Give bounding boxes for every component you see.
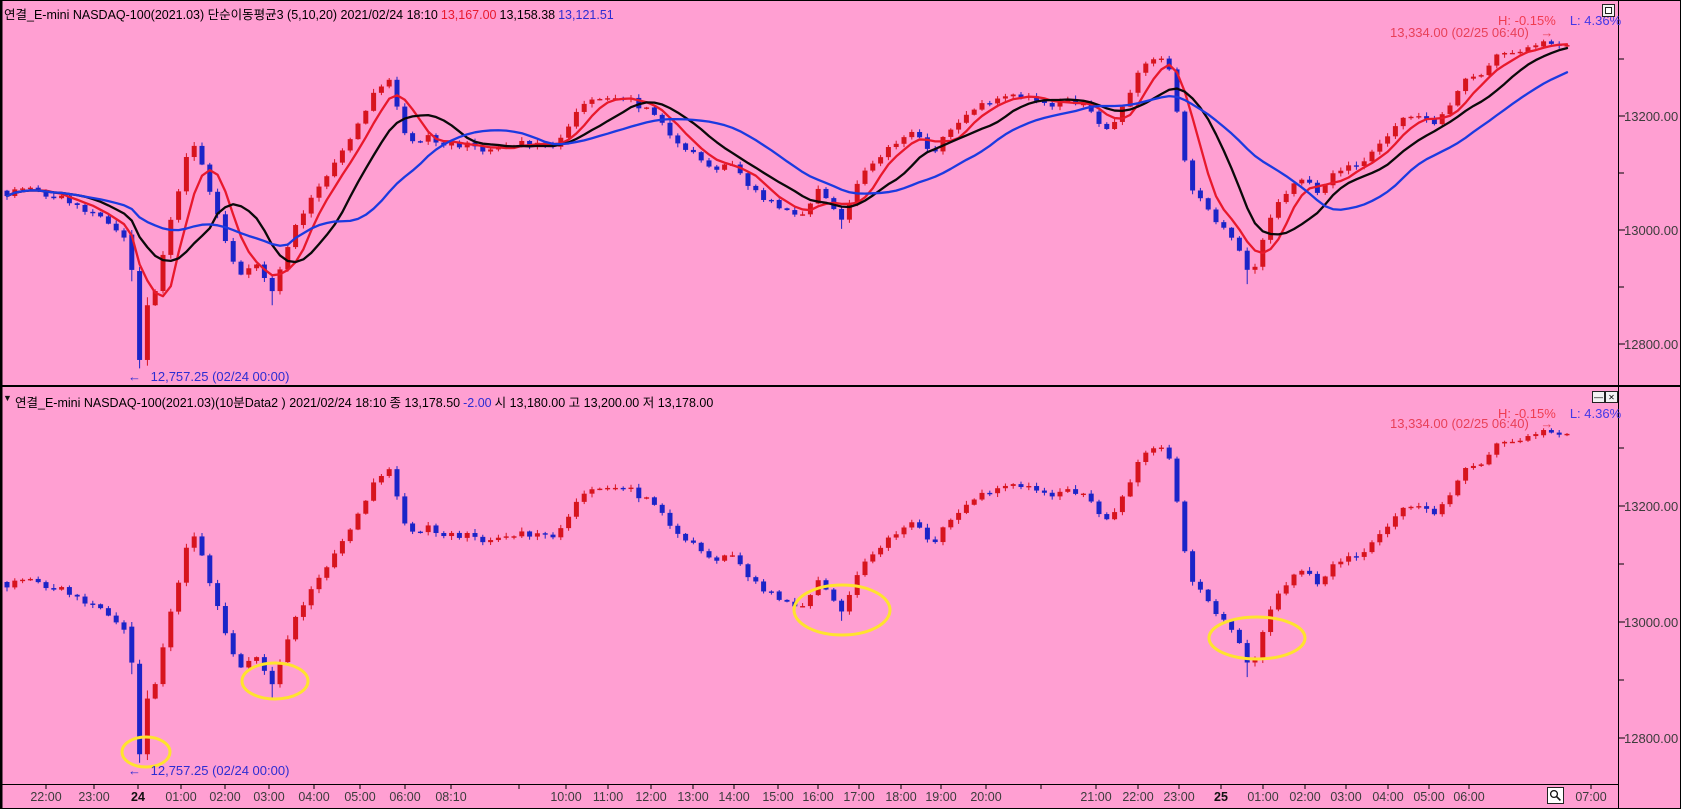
low-price-text: 12,757.25 (02/24 00:00) bbox=[150, 369, 290, 384]
time-tick-label: 06:00 bbox=[1453, 790, 1485, 804]
price-tick-label: 13200.00 bbox=[1624, 499, 1679, 514]
time-tick-label: 01:00 bbox=[1247, 790, 1279, 804]
low-percent-label: L: 4.36% bbox=[1569, 406, 1622, 421]
time-tick-label: 05:00 bbox=[344, 790, 376, 804]
time-tick-label: 14:00 bbox=[718, 790, 750, 804]
time-tick-label: 13:00 bbox=[677, 790, 709, 804]
high-percent-label: H: -0.15% bbox=[1498, 406, 1556, 421]
title-segment: -2.00 bbox=[463, 396, 492, 410]
ma10-line bbox=[5, 46, 1569, 264]
magnifier-icon bbox=[1549, 789, 1561, 801]
time-tick-day-label: 24 bbox=[131, 790, 145, 804]
highlight-ellipse bbox=[120, 735, 172, 769]
price-tick-label: 13200.00 bbox=[1624, 109, 1679, 124]
time-tick-label: 20:00 bbox=[970, 790, 1002, 804]
restore-icon bbox=[1605, 7, 1612, 14]
arrow-right-icon: → bbox=[1540, 416, 1554, 431]
high-price-annotation: 13,334.00 (02/25 06:40) → bbox=[1390, 25, 1553, 40]
close-panel-button[interactable]: ✕ bbox=[1605, 391, 1618, 403]
time-tick-label: 11:00 bbox=[592, 790, 624, 804]
high-percent-label: H: -0.15% bbox=[1498, 13, 1556, 28]
time-tick-label: 08:10 bbox=[435, 790, 467, 804]
bottom-panel-title: 연결_E-mini NASDAQ-100(2021.03)(10분Data2 )… bbox=[15, 392, 716, 411]
time-tick-label: 06:00 bbox=[389, 790, 421, 804]
bottom-panel-hl: H: -0.15% L: 4.36% bbox=[1498, 406, 1621, 421]
highlight-ellipse bbox=[240, 661, 310, 701]
title-segment: 연결_E-mini NASDAQ-100(2021.03) 단순이동평균3 (5… bbox=[4, 8, 438, 22]
low-price-annotation: ← 12,757.25 (02/24 00:00) bbox=[128, 369, 289, 384]
time-tick-label: 02:00 bbox=[1289, 790, 1321, 804]
time-tick-label: 16:00 bbox=[802, 790, 834, 804]
price-tick-label: 13000.00 bbox=[1624, 615, 1679, 630]
time-tick-label: 19:00 bbox=[925, 790, 957, 804]
arrow-left-icon: ← bbox=[128, 763, 141, 778]
panel-divider bbox=[1, 385, 1680, 387]
price-tick-label: 12800.00 bbox=[1624, 337, 1679, 352]
time-tick-label: 23:00 bbox=[1163, 790, 1195, 804]
candles-main-with-ma bbox=[4, 39, 1570, 369]
time-tick-label: 22:00 bbox=[30, 790, 62, 804]
highlight-ellipse bbox=[1207, 615, 1307, 661]
price-tick-label: 12800.00 bbox=[1624, 731, 1679, 746]
minimize-panel-button[interactable]: — bbox=[1592, 391, 1605, 403]
highlight-ellipse bbox=[792, 583, 892, 637]
time-tick-label: 18:00 bbox=[885, 790, 917, 804]
candles-secondary bbox=[4, 428, 1570, 763]
time-tick-label: 03:00 bbox=[1330, 790, 1362, 804]
ma5-line bbox=[5, 43, 1569, 298]
time-tick-label: 07:00 bbox=[1575, 790, 1607, 804]
high-price-text: 13,334.00 (02/25 06:40) bbox=[1390, 416, 1529, 431]
time-tick-label: 22:00 bbox=[1122, 790, 1154, 804]
high-price-annotation: 13,334.00 (02/25 06:40) → bbox=[1390, 416, 1553, 431]
time-tick-label: 23:00 bbox=[78, 790, 110, 804]
time-tick-label: 17:00 bbox=[843, 790, 875, 804]
arrow-left-icon: ← bbox=[128, 369, 141, 384]
time-tick-label: 02:00 bbox=[209, 790, 241, 804]
zoom-tool-button[interactable] bbox=[1547, 787, 1564, 804]
title-segment: 연결_E-mini NASDAQ-100(2021.03)(10분Data2 )… bbox=[15, 396, 387, 410]
time-tick-label: 04:00 bbox=[1372, 790, 1404, 804]
time-tick-day-label: 25 bbox=[1214, 790, 1228, 804]
time-tick-label: 03:00 bbox=[253, 790, 285, 804]
title-segment: 시 13,180.00 고 13,200.00 저 13,178.00 bbox=[494, 396, 714, 410]
time-tick-label: 15:00 bbox=[762, 790, 794, 804]
restore-window-button[interactable] bbox=[1602, 4, 1615, 17]
time-tick-label: 04:00 bbox=[298, 790, 330, 804]
low-price-annotation: ← 12,757.25 (02/24 00:00) bbox=[128, 763, 289, 778]
time-tick-label: 01:00 bbox=[165, 790, 197, 804]
chevron-down-icon[interactable]: ▼ bbox=[3, 393, 12, 403]
title-segment: 13,167.00 bbox=[440, 8, 497, 22]
title-segment: 13,121.51 bbox=[558, 8, 614, 22]
high-price-text: 13,334.00 (02/25 06:40) bbox=[1390, 25, 1529, 40]
title-segment: 13,158.38 bbox=[499, 8, 556, 22]
title-segment: 종 13,178.50 bbox=[389, 396, 461, 410]
time-tick-label: 10:00 bbox=[550, 790, 582, 804]
time-tick-label: 21:00 bbox=[1080, 790, 1112, 804]
time-tick-label: 12:00 bbox=[635, 790, 667, 804]
arrow-right-icon: → bbox=[1540, 25, 1554, 40]
price-tick-label: 13000.00 bbox=[1624, 223, 1679, 238]
low-price-text: 12,757.25 (02/24 00:00) bbox=[150, 763, 290, 778]
top-panel-title: 연결_E-mini NASDAQ-100(2021.03) 단순이동평균3 (5… bbox=[4, 4, 617, 23]
time-tick-label: 05:00 bbox=[1413, 790, 1445, 804]
ma20-line bbox=[5, 71, 1569, 247]
